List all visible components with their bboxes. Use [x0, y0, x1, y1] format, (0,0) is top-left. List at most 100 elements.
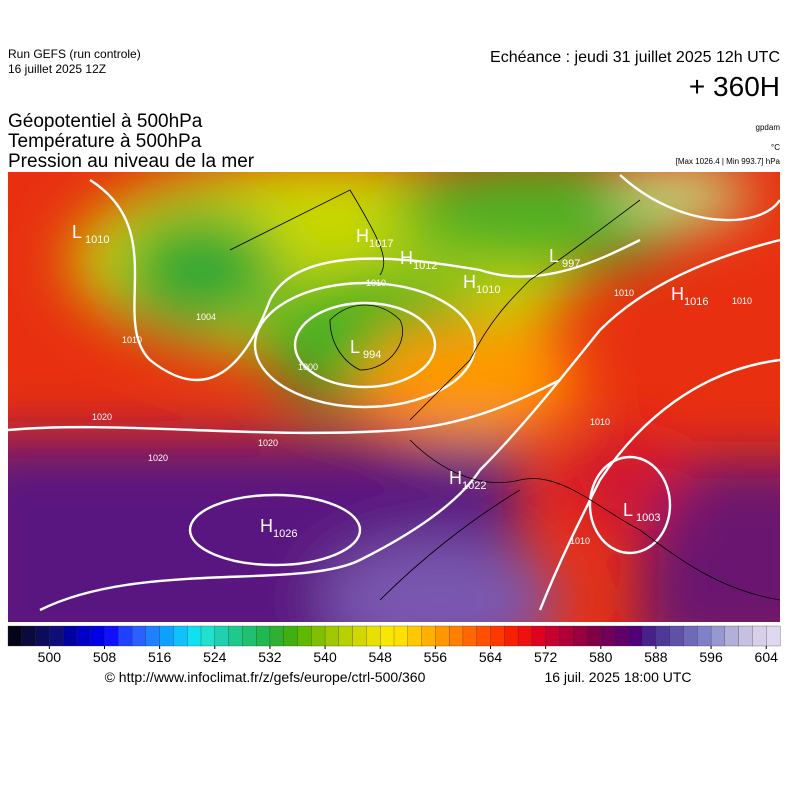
colorbar-swatch [407, 625, 423, 647]
colorbar-swatch [49, 625, 64, 647]
colorbar-swatch [131, 625, 147, 647]
title: Géopotentiel à 500hPa [8, 111, 203, 132]
run: Run GEFS (run controle) [8, 47, 141, 61]
center-value: 1012 [413, 260, 437, 272]
colorbar-swatch [559, 625, 574, 647]
colorbar-swatch [628, 625, 643, 647]
center-value: 1010 [476, 284, 500, 296]
colorbar-tick-label: 508 [93, 649, 117, 665]
isobar-label: 1010 [366, 278, 386, 288]
colorbar-tick-label: 580 [589, 649, 613, 665]
unit: gpdam [756, 123, 781, 132]
colorbar-swatch [655, 625, 671, 647]
colorbar-tick-label: 532 [258, 649, 282, 665]
colorbar-swatch [352, 625, 367, 647]
colorbar-tick-label: 572 [534, 649, 558, 665]
center-value: 1016 [684, 296, 708, 308]
colorbar-swatch [393, 625, 409, 647]
valid-time: Echéance : jeudi 31 juillet 2025 12h UTC [490, 49, 780, 66]
isobar-label: 1010 [590, 417, 610, 427]
colorbar-swatch [118, 625, 133, 647]
colorbar-swatch [641, 625, 657, 647]
isobar-label: 1004 [196, 312, 216, 322]
center-value: 1003 [636, 512, 660, 524]
colorbar-swatch [614, 625, 629, 647]
footer-url: © http://www.infoclimat.fr/z/gefs/europe… [105, 669, 426, 685]
colorbar-swatch [462, 625, 478, 647]
title: Pression au niveau de la mer [8, 151, 255, 172]
center-value: 1017 [369, 238, 393, 250]
center-kind: L [623, 500, 633, 520]
center-kind: H [400, 248, 413, 268]
colorbar-swatch [380, 625, 395, 647]
colorbar-swatch [738, 625, 753, 647]
colorbar-swatch [724, 625, 740, 647]
colorbar-swatch [545, 625, 560, 647]
colorbar-swatch [283, 625, 298, 647]
colorbar-swatch [35, 625, 50, 647]
colorbar-swatch [531, 625, 547, 647]
colorbar-swatch [697, 625, 712, 647]
unit: [Max 1026.4 | Min 993.7] hPa [676, 157, 781, 166]
colorbar-swatch [366, 625, 381, 647]
colorbar-swatch [573, 625, 588, 647]
run-date: 16 juillet 2025 12Z [8, 62, 106, 76]
center-kind: H [671, 284, 684, 304]
colorbar-swatch [21, 625, 37, 647]
colorbar-tick-label: 556 [424, 649, 448, 665]
colorbar-swatch [145, 625, 161, 647]
colorbar-swatch [7, 625, 23, 647]
colorbar-swatch [476, 625, 491, 647]
colorbar-swatch [338, 625, 354, 647]
colorbar-tick-label: 588 [644, 649, 668, 665]
isobar-label: 1010 [732, 296, 752, 306]
center-value: 1010 [85, 234, 109, 246]
center-kind: H [260, 516, 273, 536]
colorbar-swatch [490, 625, 505, 647]
colorbar-tick-label: 516 [148, 649, 172, 665]
center-value: 1026 [273, 528, 297, 540]
colorbar-swatch [311, 625, 326, 647]
colorbar-swatch [669, 625, 684, 647]
isobar-label: 1010 [614, 288, 634, 298]
colorbar-tick-label: 548 [369, 649, 393, 665]
colorbar-tick-label: 596 [699, 649, 723, 665]
colorbar-tick-label: 524 [203, 649, 227, 665]
colorbar-swatch [200, 625, 216, 647]
colorbar-tick-label: 500 [38, 649, 62, 665]
colorbar-tick-label: 540 [313, 649, 337, 665]
center-kind: L [350, 337, 360, 357]
center-kind: L [549, 246, 559, 266]
colorbar-tick-label: 564 [479, 649, 503, 665]
isobar-label: 1010 [570, 536, 590, 546]
colorbar-swatch [228, 625, 243, 647]
center-value: 997 [562, 258, 580, 270]
center-kind: H [463, 272, 476, 292]
center-kind: L [72, 222, 82, 242]
footer-date: 16 juil. 2025 18:00 UTC [544, 669, 691, 685]
lead-time: + 360H [689, 71, 780, 102]
isobar-label: 1010 [122, 335, 142, 345]
center-value: 994 [363, 349, 381, 361]
colorbar-swatch [214, 625, 230, 647]
colorbar-swatch [421, 625, 436, 647]
colorbar-swatch [683, 625, 698, 647]
colorbar-swatch [435, 625, 450, 647]
center-kind: H [449, 468, 462, 488]
isobar-label: 1020 [258, 438, 278, 448]
colorbar-swatch [62, 625, 78, 647]
colorbar-swatch [752, 625, 767, 647]
colorbar-tick-label: 604 [755, 649, 779, 665]
isobar-label: 1000 [298, 362, 318, 372]
colorbar-swatch [187, 625, 202, 647]
colorbar-swatch [90, 625, 105, 647]
colorbar-swatch [104, 625, 119, 647]
colorbar-swatch [766, 625, 781, 647]
colorbar-swatch [504, 625, 519, 647]
colorbar-swatch [710, 625, 726, 647]
center-value: 1022 [462, 480, 486, 492]
isobar-label: 1020 [92, 412, 112, 422]
title: Température à 500hPa [8, 131, 202, 152]
